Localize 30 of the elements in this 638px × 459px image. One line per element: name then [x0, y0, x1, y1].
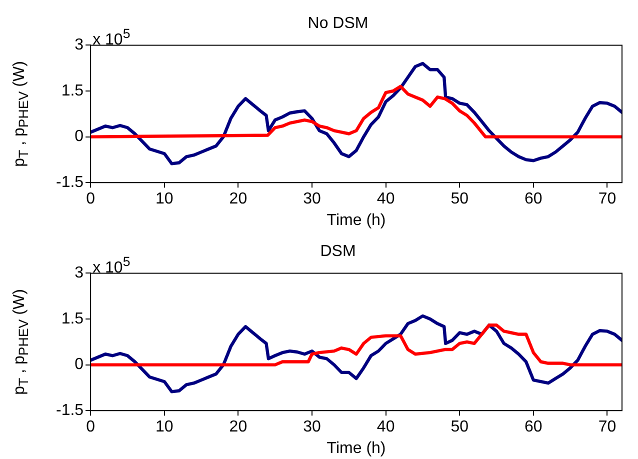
y-tick-label: -1.5 — [56, 402, 84, 420]
annotation: x 10$^{5}$ — [92, 253, 130, 278]
x-tick-label: 20 — [229, 190, 248, 208]
x-tick-label: 50 — [450, 190, 469, 208]
x-tick-label: 40 — [376, 418, 395, 436]
x-tick-label: 30 — [303, 418, 321, 436]
x-tick-label: 10 — [155, 418, 174, 436]
y-tick-label: -1.5 — [56, 174, 84, 192]
x-axis-title: Time (h) — [326, 212, 386, 229]
x-tick-label: 0 — [86, 418, 96, 436]
x-tick-label: 60 — [524, 190, 542, 208]
y-tick-label: 1.5 — [61, 310, 84, 328]
y-tick-label: 0 — [74, 128, 84, 146]
y-tick-label: 0 — [74, 356, 84, 374]
x-tick-label: 60 — [524, 418, 542, 436]
x-tick-label: 30 — [303, 190, 321, 208]
chart-title: No DSM — [308, 15, 368, 32]
x-axis-title: Time (h) — [326, 440, 386, 457]
y-tick-label: 3 — [74, 36, 84, 54]
y-tick-label: 1.5 — [61, 82, 84, 100]
chart-title: DSM — [320, 243, 356, 260]
y-tick-label: 3 — [74, 264, 84, 282]
annotation: x 10$^{5}$ — [92, 25, 130, 50]
x-tick-label: 20 — [229, 418, 248, 436]
x-tick-label: 0 — [86, 190, 96, 208]
x-tick-label: 40 — [376, 190, 395, 208]
x-tick-label: 50 — [450, 418, 469, 436]
x-tick-label: 70 — [598, 190, 616, 208]
x-tick-label: 10 — [155, 190, 174, 208]
x-tick-label: 70 — [598, 418, 616, 436]
